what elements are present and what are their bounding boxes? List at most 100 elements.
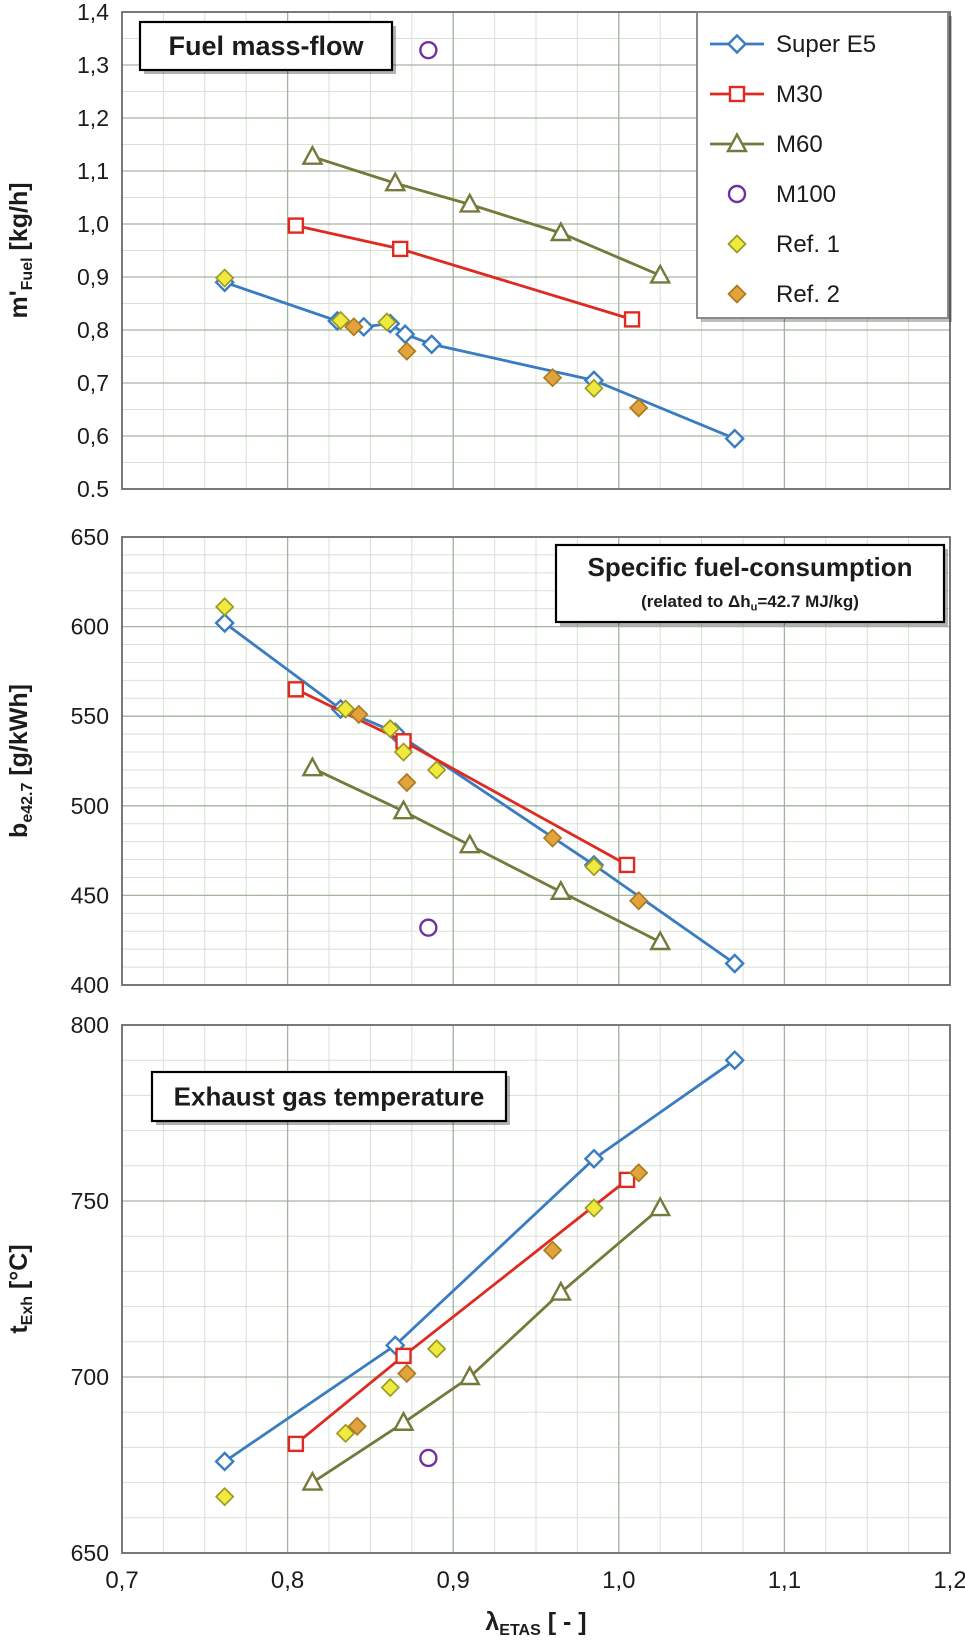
y-tick-label: 550 <box>71 703 109 729</box>
diamond-marker <box>214 1451 235 1472</box>
diamond-marker <box>377 312 397 332</box>
y-tick-label: 450 <box>71 882 109 908</box>
plot-border <box>121 11 951 490</box>
x-tick-label: 0,9 <box>437 1567 470 1594</box>
x-axis-title: λETAS [ - ] <box>485 1608 586 1639</box>
diamond-marker <box>628 398 649 418</box>
y-tick-label: 1,0 <box>77 211 109 237</box>
panel-title: Exhaust gas temperature <box>174 1082 485 1112</box>
x-tick-label: 1,2 <box>933 1567 965 1594</box>
triangle-marker <box>549 1280 572 1301</box>
square-marker <box>395 1347 412 1365</box>
series-markers-m30 <box>287 1171 636 1453</box>
triangle-marker <box>549 879 572 901</box>
y-tick-label: 750 <box>71 1188 109 1214</box>
triangle-marker <box>392 1410 415 1431</box>
x-tick-label: 1,1 <box>768 1567 801 1594</box>
diamond-marker <box>727 234 747 254</box>
series-markers-m30 <box>287 681 636 874</box>
series-line-m60 <box>311 1206 662 1484</box>
diamond-marker <box>724 428 745 449</box>
square-marker <box>287 1435 305 1453</box>
series-markers-ref-1 <box>214 1198 604 1507</box>
y-tick-label: 1,4 <box>77 0 109 25</box>
legend-label: M60 <box>776 131 823 158</box>
legend-box <box>696 11 949 319</box>
y-tick-label: 800 <box>71 1012 109 1038</box>
x-tick-label: 1,0 <box>602 1567 635 1594</box>
title-box <box>554 543 946 624</box>
diamond-marker <box>344 317 364 337</box>
diamond-marker <box>397 772 417 793</box>
triangle-marker <box>384 171 407 192</box>
x-tick-label: 0,7 <box>105 1567 138 1594</box>
series-line-super-e5 <box>224 280 736 440</box>
diamond-marker <box>542 367 563 388</box>
square-marker <box>287 681 305 698</box>
y-axis-title: tExh [°C] <box>5 1244 36 1333</box>
y-tick-label: 0,9 <box>77 264 109 290</box>
diamond-marker <box>628 891 649 911</box>
series-line-m30 <box>295 224 633 321</box>
diamond-marker <box>393 742 414 762</box>
series-markers-m100 <box>419 1448 438 1468</box>
y-tick-label: 400 <box>71 972 109 998</box>
y-tick-label: 0,6 <box>77 423 109 449</box>
legend-label: Ref. 2 <box>776 281 840 308</box>
panel-subtitle: (related to Δhu=42.7 MJ/kg) <box>641 592 859 613</box>
diamond-marker <box>394 324 416 345</box>
square-marker <box>618 1171 636 1189</box>
y-tick-label: 650 <box>71 524 109 550</box>
series-markers-ref-2 <box>349 704 649 911</box>
series-markers-super-e5 <box>214 612 745 974</box>
legend-item-m30: M30 <box>710 81 823 108</box>
series-markers-super-e5 <box>214 1050 745 1472</box>
diamond-marker <box>214 597 235 617</box>
legend-item-ref-2: Ref. 2 <box>727 281 840 308</box>
series-markers-ref-1 <box>214 597 604 877</box>
triangle-marker <box>649 1196 672 1217</box>
diamond-marker <box>583 1148 605 1169</box>
chart-panel-2: 400 450 500 550 600 650 be42.7 [g/kWh] Specific… <box>5 524 951 998</box>
series-markers-m60 <box>301 1196 672 1491</box>
series-line-super-e5 <box>223 1059 736 1463</box>
legend-item-ref-1: Ref. 1 <box>727 231 840 258</box>
circle-marker <box>727 184 747 204</box>
triangle-marker <box>458 1364 481 1386</box>
title-box <box>150 1070 508 1123</box>
y-tick-label: 700 <box>71 1364 109 1390</box>
y-tick-label: 0,5 <box>77 476 109 497</box>
series-markers-super-e5 <box>214 272 745 449</box>
diamond-marker <box>726 33 748 55</box>
diamond-marker <box>335 1423 356 1444</box>
diamond-marker <box>584 378 604 399</box>
legend-label: Ref. 1 <box>776 231 840 258</box>
legend-label: M100 <box>776 181 836 208</box>
y-tick-label: 0,8 <box>77 317 109 343</box>
plot-border <box>121 536 951 986</box>
square-marker <box>623 311 641 328</box>
triangle-marker <box>301 756 324 777</box>
y-axis-title: be42.7 [g/kWh] <box>5 684 36 838</box>
diamond-marker <box>214 268 235 288</box>
diamond-marker <box>421 334 442 355</box>
legend-item-m60: M60 <box>710 131 823 158</box>
series-markers-m30 <box>287 217 641 328</box>
diamond-marker <box>397 1363 417 1384</box>
diamond-marker <box>584 857 604 877</box>
diamond-marker <box>330 310 351 331</box>
triangle-marker <box>301 144 324 165</box>
legend-label: Super E5 <box>776 31 876 58</box>
x-tick-label: 0,8 <box>271 1567 304 1594</box>
diamond-marker <box>397 341 417 361</box>
panel-title: Fuel mass-flow <box>168 31 364 61</box>
square-marker <box>392 240 409 258</box>
chart-panel-3: 650 700 750 800 tExh [°C] Exhaust gas tempera… <box>5 1012 965 1639</box>
diamond-marker <box>542 828 563 848</box>
circle-marker <box>419 40 438 60</box>
y-tick-label: 500 <box>71 793 109 819</box>
diamond-marker <box>214 612 235 634</box>
diamond-marker <box>426 1339 447 1359</box>
